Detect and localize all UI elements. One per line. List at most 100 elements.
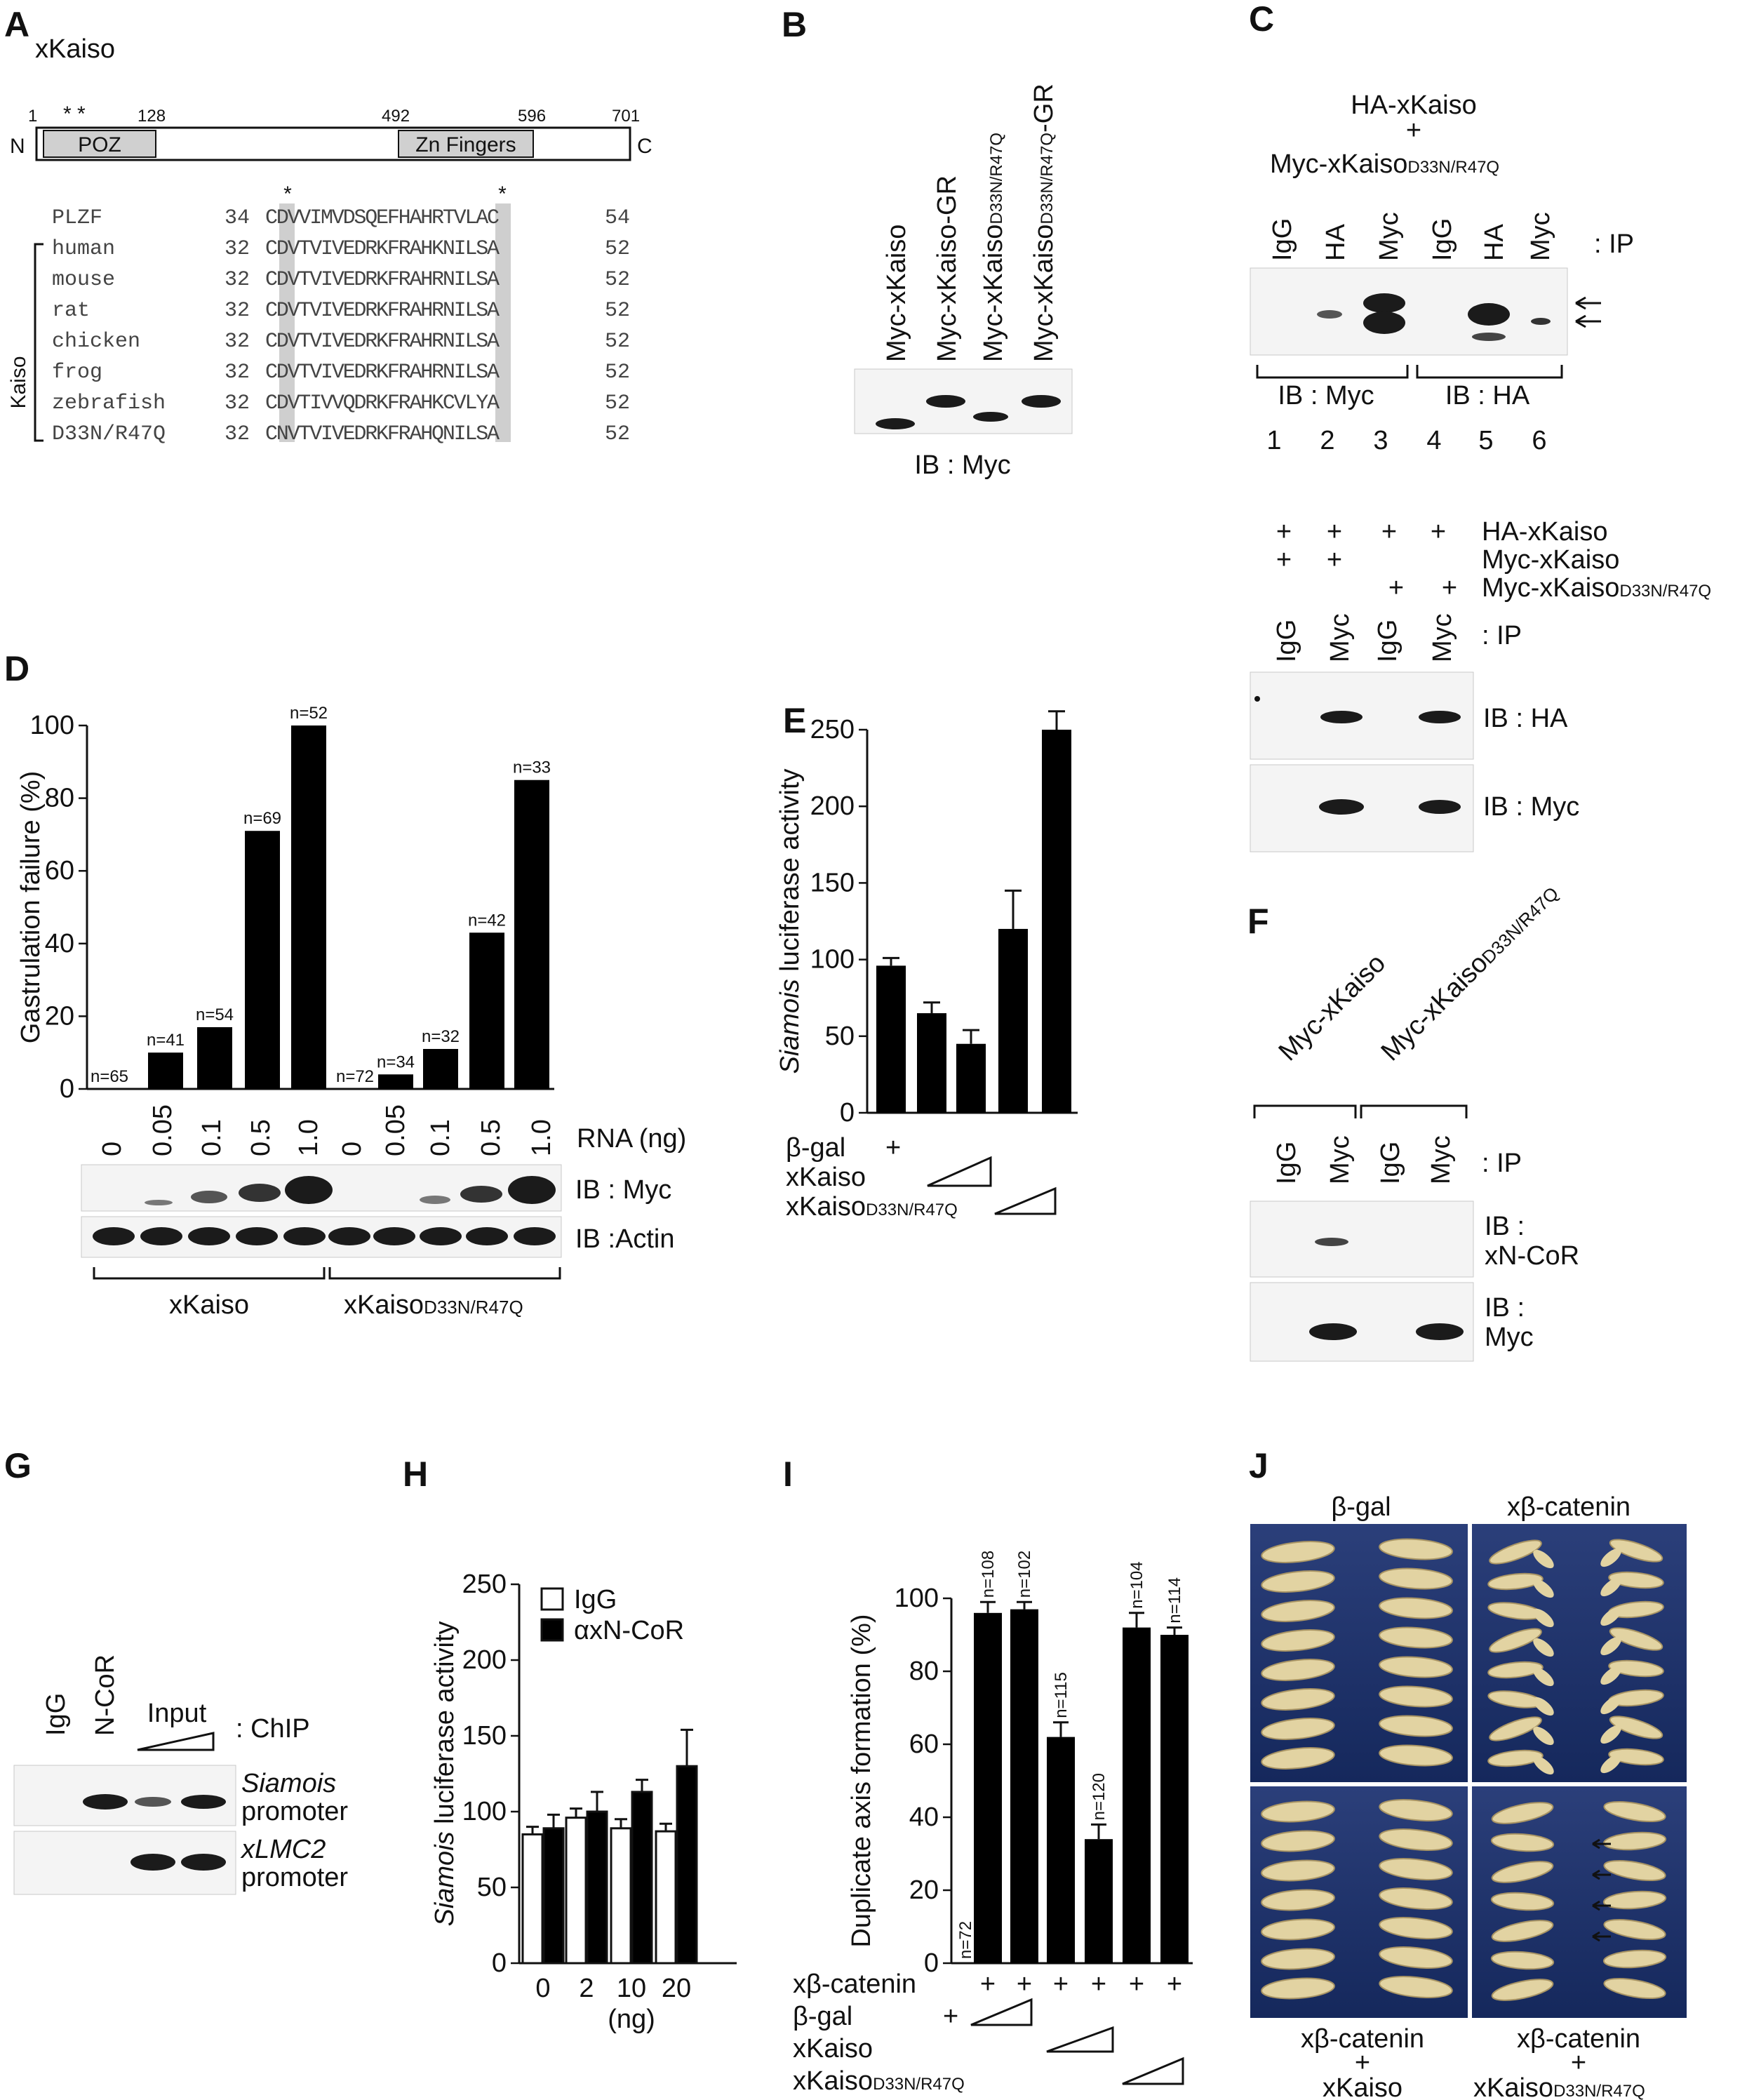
- band: [876, 418, 915, 429]
- d-group-mutant: xKaisoD33N/R47Q: [344, 1290, 523, 1320]
- band: [1319, 799, 1364, 815]
- band: [1419, 711, 1461, 723]
- d-group-bracket-1: [93, 1267, 326, 1280]
- embryo: [1379, 1799, 1453, 1821]
- band: [191, 1191, 227, 1203]
- n-label: n=104: [1127, 1561, 1146, 1608]
- j-bl-line2: +: [1355, 2048, 1370, 2078]
- c-ip-lane: IgG: [1428, 218, 1457, 261]
- pos-1: 1: [28, 107, 37, 126]
- zn-fingers-label: Zn Fingers: [415, 133, 516, 156]
- c-row-myc-xkaiso: Myc-xKaiso: [1482, 545, 1619, 575]
- c-bottom-ip-labels: IgG Myc IgG Myc: [1272, 613, 1457, 662]
- y-tick-label: 100: [810, 945, 855, 975]
- f-blot-ncor: [1250, 1201, 1474, 1278]
- secondary-axis: [1600, 1666, 1621, 1685]
- embryo: [1379, 1917, 1453, 1939]
- embryo: [1608, 1571, 1664, 1589]
- band: [130, 1854, 175, 1871]
- band: [188, 1227, 230, 1245]
- x-tick-label: 20: [662, 1974, 691, 2003]
- c-lane-number: 4: [1426, 426, 1441, 455]
- arrow-icon: [1592, 1869, 1611, 1880]
- e-row-bgal: β-gal: [786, 1133, 845, 1163]
- pos-701: 701: [612, 107, 640, 126]
- bar: [917, 1013, 946, 1113]
- band: [1363, 312, 1405, 334]
- align-start: 32: [225, 268, 250, 292]
- i-row-mutant: xKaisoD33N/R47Q: [793, 2066, 965, 2096]
- y-tick-label: 20: [909, 1875, 939, 1905]
- n-label: n=42: [468, 911, 506, 930]
- panel-a: A xKaiso 1 * * 128 492 596 701 N C POZ Z…: [4, 5, 652, 446]
- chart-d: 0 20 40 60 80 100 Gastrulation failure (%) n=65…: [16, 704, 554, 1104]
- bar: [1047, 1737, 1075, 1963]
- e-xkaiso-wedge: [927, 1156, 992, 1187]
- align-end: 52: [605, 268, 630, 292]
- plus-sign: +: [1276, 517, 1292, 547]
- arrow-icon: [1592, 1931, 1611, 1942]
- embryo: [1261, 1859, 1335, 1882]
- y-tick-label: 100: [895, 1584, 939, 1613]
- c-lane-number: 5: [1478, 426, 1493, 455]
- j-embryos: [1261, 1538, 1667, 2001]
- secondary-axis: [1600, 1548, 1621, 1567]
- c-ip-lane: Myc: [1526, 212, 1555, 261]
- y-axis-title: Duplicate axis formation (%): [847, 1614, 876, 1947]
- i-bgal-plus: +: [943, 2002, 958, 2031]
- d-rna-dose: 1.0: [527, 1119, 556, 1156]
- n-label: n=34: [377, 1052, 415, 1071]
- secondary-axis: [1533, 1697, 1554, 1716]
- c-ib-myc: IB : Myc: [1278, 381, 1374, 410]
- f-ip-lane: IgG: [1272, 1142, 1301, 1184]
- embryo: [1261, 1800, 1335, 1823]
- band: [239, 1184, 281, 1202]
- highlight-d33: [279, 203, 295, 442]
- n-label: n=72: [336, 1067, 374, 1086]
- align-species: zebrafish: [52, 392, 166, 415]
- i-row-mutant-main: xKaiso: [793, 2066, 873, 2096]
- f-ib1-b: xN-CoR: [1485, 1241, 1579, 1271]
- embryo: [1487, 1572, 1544, 1591]
- arrow-lower-icon: [1575, 314, 1601, 328]
- c-title-myc-main: Myc-xKaiso: [1270, 149, 1407, 179]
- embryo: [1379, 1656, 1453, 1678]
- c-title-myc-sub: D33N/R47Q: [1407, 158, 1499, 177]
- c-bottom-ib-myc: IB : Myc: [1483, 792, 1579, 822]
- n-label: n=115: [1052, 1672, 1071, 1718]
- g-row2-gene: xLMC2: [240, 1835, 326, 1864]
- g-input-wedge: [137, 1732, 215, 1751]
- c-bottom-ip-lane: Myc: [1325, 613, 1355, 662]
- align-sequence: CDVTVIVEDRKFRAHRNILSA: [265, 299, 500, 323]
- plus-sign: +: [980, 1969, 996, 1999]
- band: [1472, 333, 1506, 341]
- secondary-axis: [1600, 1725, 1621, 1744]
- y-axis-title-italic: Siamois: [775, 972, 805, 1074]
- d-rna-labels: 0 0.05 0.1 0.5 1.0 0 0.05 0.1 0.5 1.0: [98, 1104, 556, 1156]
- j-br-line2: +: [1571, 2048, 1586, 2078]
- bar: [423, 1049, 458, 1089]
- panel-c-letter: C: [1249, 0, 1274, 39]
- d-group-xkaiso: xKaiso: [169, 1290, 249, 1320]
- bar: [1042, 730, 1071, 1113]
- i-plus-signs: + + + + + +: [980, 1969, 1182, 1999]
- y-tick-label: 100: [30, 711, 74, 740]
- embryo: [1609, 1539, 1663, 1563]
- c-row-myc-mutant: Myc-xKaisoD33N/R47Q: [1482, 573, 1711, 603]
- i-row-bcat: xβ-catenin: [793, 1969, 916, 1999]
- embryo: [1609, 1716, 1663, 1739]
- d-group-bracket-2: [328, 1267, 561, 1280]
- plus-sign: +: [1327, 545, 1342, 575]
- kaiso-group-label: Kaiso: [7, 356, 30, 408]
- band: [83, 1794, 128, 1810]
- arrow-upper-icon: [1575, 296, 1601, 310]
- i-row-bgal: β-gal: [793, 2002, 852, 2031]
- bar: [469, 932, 504, 1089]
- arrow-icon: [1592, 1838, 1611, 1850]
- n-label: n=54: [196, 1005, 234, 1024]
- y-tick-label: 200: [462, 1645, 507, 1675]
- poz-domain-box: [43, 130, 156, 158]
- embryo: [1379, 1626, 1453, 1649]
- embryo: [1261, 1600, 1335, 1622]
